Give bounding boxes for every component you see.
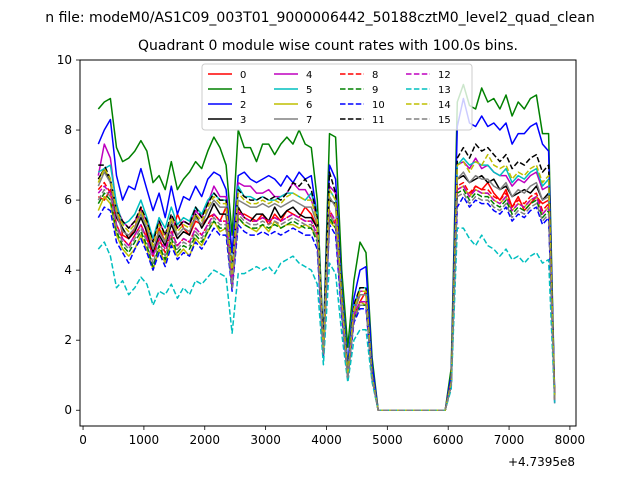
y-tick-label: 0 [64,403,72,417]
y-tick-label: 2 [64,333,72,347]
legend-label-2: 2 [240,100,246,111]
legend-label-12: 12 [438,70,451,81]
x-tick-label: 7000 [494,433,525,447]
legend-label-10: 10 [372,100,385,111]
figure-suptitle: n file: modeM0/AS1C09_003T01_9000006442_… [45,10,594,26]
series-line-9 [97,188,556,411]
x-tick-label: 4000 [311,433,342,447]
legend-label-13: 13 [438,85,451,96]
series-line-11 [98,143,556,411]
x-axis: 0 1000 2000 3000 4000 5000 6000 7000 8000 [79,426,585,447]
y-tick-label: 8 [64,123,72,137]
legend-label-7: 7 [306,115,312,126]
legend-label-4: 4 [306,70,312,81]
x-tick-label: 2000 [189,433,220,447]
legend-box [201,63,473,131]
legend-label-1: 1 [240,85,246,96]
legend-label-15: 15 [438,115,451,126]
x-tick-label: 5000 [372,433,403,447]
x-tick-label: 3000 [250,433,281,447]
series-line-10 [97,195,556,411]
legend-label-11: 11 [372,115,385,126]
legend-label-5: 5 [306,85,312,96]
x-offset-label: +4.7395e8 [508,455,575,469]
series-line-13 [97,227,556,411]
legend-label-6: 6 [306,100,312,111]
legend-label-9: 9 [372,85,378,96]
x-tick-label: 8000 [555,433,586,447]
plot-frame [79,59,577,427]
y-axis: 0 2 4 6 8 10 [57,53,80,417]
legend-label-0: 0 [240,70,246,81]
y-tick-label: 10 [57,53,72,67]
x-tick-label: 6000 [433,433,464,447]
chart-title: Quadrant 0 module wise count rates with … [138,38,518,54]
y-tick-label: 6 [64,193,72,207]
y-tick-label: 4 [64,263,72,277]
legend-label-3: 3 [240,115,246,126]
series-line-15 [97,188,556,411]
series-line-14 [97,153,556,411]
x-tick-label: 0 [79,433,87,447]
x-tick-label: 1000 [129,433,160,447]
plot-lines [97,83,556,411]
legend-label-8: 8 [372,70,378,81]
legend-label-14: 14 [438,100,451,111]
